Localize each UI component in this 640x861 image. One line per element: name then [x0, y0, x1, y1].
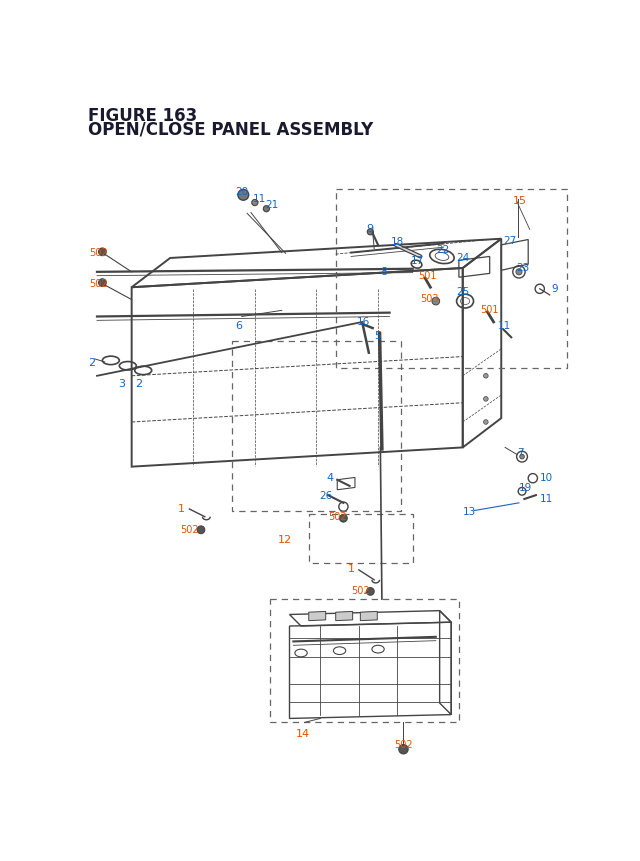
Circle shape — [340, 515, 348, 523]
Text: 5: 5 — [374, 331, 381, 340]
Circle shape — [520, 455, 524, 460]
Circle shape — [432, 298, 440, 306]
Text: 502: 502 — [90, 248, 108, 258]
Text: 23: 23 — [516, 263, 529, 273]
Text: 25: 25 — [456, 287, 470, 296]
Text: 13: 13 — [463, 506, 476, 517]
Text: 26: 26 — [319, 490, 332, 500]
Text: 19: 19 — [519, 482, 532, 492]
Text: 11: 11 — [253, 194, 266, 204]
Text: 9: 9 — [367, 224, 374, 234]
Circle shape — [252, 201, 258, 207]
Polygon shape — [336, 611, 353, 621]
Text: 2: 2 — [136, 379, 143, 388]
Text: 8: 8 — [380, 266, 387, 276]
Text: 20: 20 — [236, 186, 249, 196]
Text: 6: 6 — [236, 320, 243, 331]
Text: 10: 10 — [540, 473, 553, 482]
Circle shape — [263, 207, 269, 213]
Text: 14: 14 — [296, 728, 310, 739]
Polygon shape — [308, 611, 326, 621]
Text: OPEN/CLOSE PANEL ASSEMBLY: OPEN/CLOSE PANEL ASSEMBLY — [88, 121, 373, 139]
Text: 502: 502 — [328, 511, 347, 521]
Text: 17: 17 — [411, 256, 424, 265]
Circle shape — [516, 269, 522, 276]
Circle shape — [399, 745, 408, 754]
Text: 4: 4 — [326, 473, 333, 482]
Text: FIGURE 163: FIGURE 163 — [88, 107, 197, 125]
Text: 21: 21 — [265, 201, 278, 210]
Text: 7: 7 — [517, 447, 524, 457]
Text: 503: 503 — [420, 294, 439, 304]
Circle shape — [484, 397, 488, 402]
Text: 11: 11 — [497, 321, 511, 331]
Polygon shape — [360, 611, 378, 621]
Text: 18: 18 — [391, 237, 404, 247]
Circle shape — [99, 280, 106, 287]
Text: 502: 502 — [180, 525, 199, 535]
Text: 2: 2 — [88, 357, 95, 367]
Circle shape — [367, 588, 374, 596]
Text: 501: 501 — [418, 271, 436, 281]
Text: 502: 502 — [351, 585, 370, 596]
Text: 502: 502 — [394, 740, 413, 749]
Text: 15: 15 — [513, 195, 527, 206]
Text: 22: 22 — [436, 245, 449, 255]
Text: 1: 1 — [348, 563, 355, 573]
Circle shape — [197, 526, 205, 534]
Text: 12: 12 — [278, 534, 292, 544]
Text: 1: 1 — [178, 504, 185, 513]
Text: 24: 24 — [456, 252, 469, 263]
Circle shape — [99, 249, 106, 257]
Circle shape — [367, 229, 373, 236]
Text: 27: 27 — [504, 236, 517, 245]
Circle shape — [484, 420, 488, 424]
Text: 502: 502 — [90, 279, 108, 288]
Text: 9: 9 — [551, 283, 558, 294]
Circle shape — [484, 374, 488, 379]
Text: 11: 11 — [540, 493, 553, 503]
Text: 501: 501 — [481, 305, 499, 315]
Text: 16: 16 — [357, 317, 371, 327]
Text: 3: 3 — [118, 379, 125, 388]
Circle shape — [238, 190, 249, 201]
